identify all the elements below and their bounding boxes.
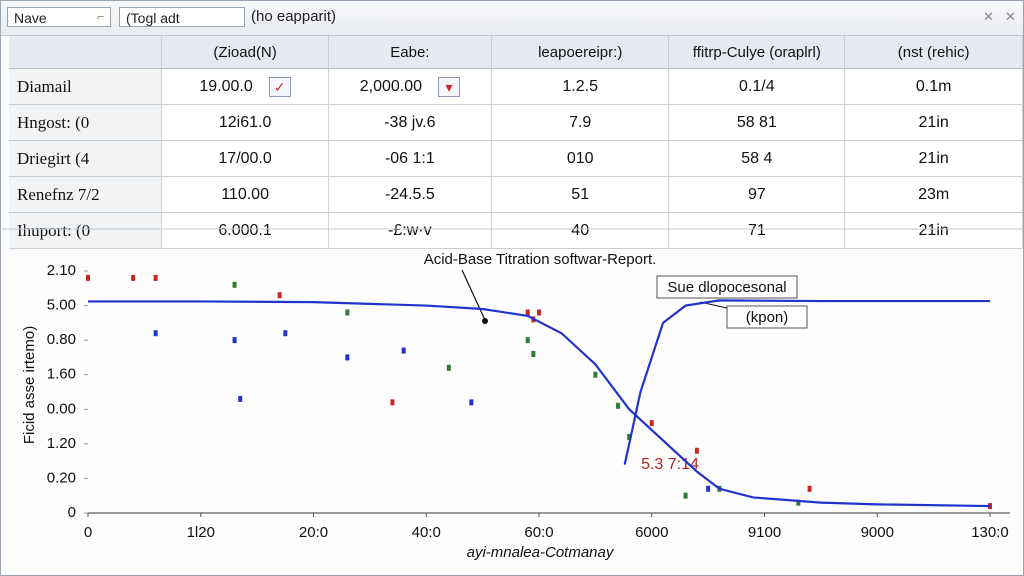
table-cell: -38 jv.6 xyxy=(328,104,493,141)
column-header[interactable]: leapoereipr:) xyxy=(491,36,670,69)
table-cell: -24.5.5 xyxy=(328,176,493,213)
table-row[interactable]: Renefnz 7/2 110.00 -24.5.5 51 97 23m xyxy=(9,176,1023,213)
column-header[interactable]: (Zioad(N) xyxy=(161,36,329,69)
cell-text: 58 81 xyxy=(736,113,777,131)
cell-text: 21in xyxy=(918,149,949,167)
table-cell: 17/00.0 xyxy=(161,140,329,177)
edit-field[interactable]: (Togl adt xyxy=(119,7,245,27)
table-cell: 51 xyxy=(491,176,670,213)
table-cell: 0.1m xyxy=(844,68,1023,105)
data-table: (Zioad(N) Eabe: leapoereipr:) ffitrp-Culye … xyxy=(9,36,1023,249)
table-cell: Diamail xyxy=(9,68,163,105)
cell-text: 19.00.0 xyxy=(199,77,253,95)
cell-text: Hngost: (0 xyxy=(17,112,90,132)
toolbar: Nave ⌐ (Togl adt (ho eapparit) ✕ ✕ xyxy=(1,1,1023,36)
cell-text: 0.1m xyxy=(915,77,952,95)
table-cell: 21in xyxy=(844,104,1023,141)
cell-text: 0.1/4 xyxy=(739,77,775,95)
cell-text: 1.2.5 xyxy=(562,77,598,95)
cell-text: -06 1:1 xyxy=(384,149,435,167)
table-row[interactable]: Hngost: (0 12i61.0 -38 jv.6 7.9 58 81 21in xyxy=(9,104,1023,141)
cell-text: Renefnz 7/2 xyxy=(17,184,100,204)
table-cell: 1.2.5 xyxy=(491,68,670,105)
cell-text: Ihuport: (0 xyxy=(17,220,91,240)
table-cell: 6.000.1 xyxy=(161,212,329,249)
cell-icon[interactable]: ▾ xyxy=(438,76,460,97)
column-header[interactable] xyxy=(9,36,163,69)
column-header[interactable]: Eabe: xyxy=(328,36,493,69)
table-cell: -£:w·v xyxy=(328,212,493,249)
table-cell: 19.00.0 ✓ xyxy=(161,68,329,105)
table-row[interactable]: Diamail 19.00.0 ✓ 2,000.00 ▾ 1.2.5 0.1/4 0.1m xyxy=(9,68,1023,105)
cell-text: 71 xyxy=(747,221,766,239)
table-cell: Ihuport: (0 xyxy=(9,212,163,249)
table-cell: 71 xyxy=(668,212,846,249)
cell-text: -£:w·v xyxy=(388,221,432,239)
table-row[interactable]: Driegirt (4 17/00.0 -06 1:1 010 58 4 21in xyxy=(9,140,1023,177)
name-field[interactable]: Nave xyxy=(7,7,111,27)
cell-text: -38 jv.6 xyxy=(384,113,436,131)
cell-text: Driegirt (4 xyxy=(17,148,90,168)
cell-text: 40 xyxy=(571,221,590,239)
cell-text: 010 xyxy=(566,149,594,167)
table-cell: 21in xyxy=(844,140,1023,177)
table-cell: 58 4 xyxy=(668,140,846,177)
cell-text: 21in xyxy=(918,221,949,239)
table-cell: 0.1/4 xyxy=(668,68,846,105)
cell-text: 17/00.0 xyxy=(218,149,272,167)
table-cell: 97 xyxy=(668,176,846,213)
close-icon[interactable]: ✕ xyxy=(1005,9,1016,24)
table-cell: 110.00 xyxy=(161,176,329,213)
table-cell: 7.9 xyxy=(491,104,670,141)
table-cell: 21in xyxy=(844,212,1023,249)
cell-text: 51 xyxy=(571,185,590,203)
column-header[interactable]: ffitrp-Culye (oraplrl) xyxy=(668,36,846,69)
cell-text: Diamail xyxy=(17,76,72,96)
cell-text: 6.000.1 xyxy=(218,221,272,239)
table-row[interactable]: Ihuport: (0 6.000.1 -£:w·v 40 71 21in xyxy=(9,212,1023,249)
settings-icon[interactable]: ✕ xyxy=(983,9,994,24)
cell-text: 21in xyxy=(918,113,949,131)
cell-text: 23m xyxy=(918,185,950,203)
cell-text: 7.9 xyxy=(569,113,592,131)
table-cell: 2,000.00 ▾ xyxy=(328,68,493,105)
cell-text: 12i61.0 xyxy=(218,113,272,131)
cell-icon[interactable]: ✓ xyxy=(268,76,291,97)
table-cell: 58 81 xyxy=(668,104,846,141)
table-cell: 12i61.0 xyxy=(161,104,329,141)
table-cell: Hngost: (0 xyxy=(9,104,163,141)
table-cell: Renefnz 7/2 xyxy=(9,176,163,213)
cell-text: 2,000.00 xyxy=(359,77,422,95)
table-cell: Driegirt (4 xyxy=(9,140,163,177)
cell-text: -24.5.5 xyxy=(384,185,435,203)
cell-text: 110.00 xyxy=(221,185,269,203)
cell-text: 58 4 xyxy=(741,149,773,167)
table-cell: 40 xyxy=(491,212,670,249)
table-cell: 010 xyxy=(491,140,670,177)
cell-text: 97 xyxy=(747,185,766,203)
toolbar-label: (ho eapparit) xyxy=(251,8,337,25)
field-icon: ⌐ xyxy=(97,9,105,24)
table-cell: -06 1:1 xyxy=(328,140,493,177)
table-cell: 23m xyxy=(844,176,1023,213)
column-header[interactable]: (nst (rehic) xyxy=(844,36,1023,69)
